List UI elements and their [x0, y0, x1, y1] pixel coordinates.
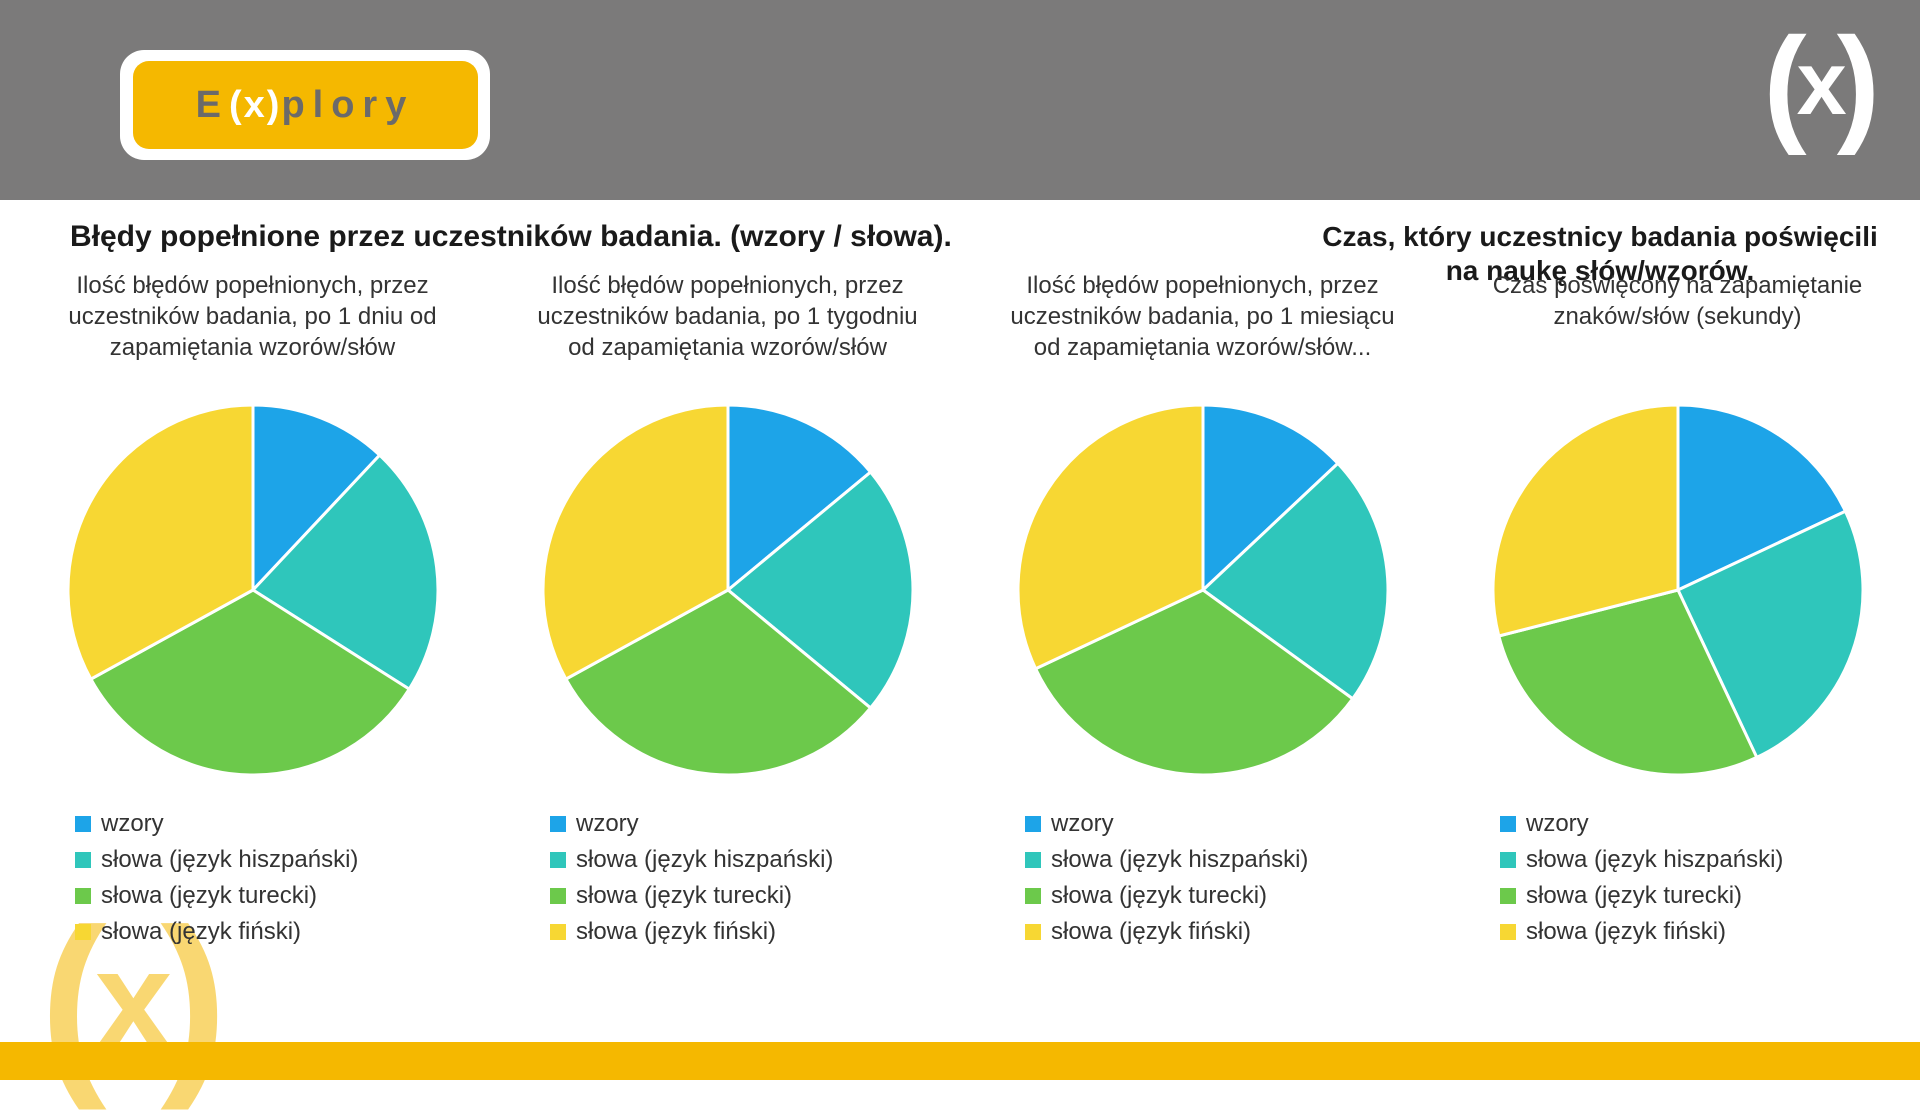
legend-label: wzory	[576, 810, 639, 838]
legend-swatch	[1500, 816, 1516, 832]
logo-text-post: plory	[281, 84, 414, 127]
legend-swatch	[1500, 924, 1516, 940]
logo-text-pre: E	[196, 84, 229, 127]
logo-inner: E(x)plory	[133, 61, 478, 149]
legend: wzory słowa (język hiszpański) słowa (języ…	[1465, 810, 1783, 954]
section-title-left: Błędy popełnione przez uczestników badan…	[70, 220, 952, 254]
legend: wzory słowa (język hiszpański) słowa (języ…	[990, 810, 1308, 954]
legend-label: wzory	[101, 810, 164, 838]
legend-label: słowa (język hiszpański)	[576, 846, 833, 874]
legend-swatch	[75, 924, 91, 940]
legend-label: słowa (język turecki)	[101, 882, 317, 910]
legend-item: słowa (język hiszpański)	[1025, 846, 1308, 874]
legend-item: słowa (język fiński)	[1500, 918, 1783, 946]
logo-text-paren: (x)	[229, 84, 281, 127]
legend-item: słowa (język turecki)	[1025, 882, 1308, 910]
chart-subtitle: Czas poświęcony na zapamiętanie znaków/s…	[1465, 270, 1890, 400]
legend-item: słowa (język fiński)	[550, 918, 833, 946]
legend-label: słowa (język hiszpański)	[1526, 846, 1783, 874]
legend-item: słowa (język hiszpański)	[1500, 846, 1783, 874]
legend-swatch	[1500, 888, 1516, 904]
legend-item: wzory	[1500, 810, 1783, 838]
legend-item: wzory	[75, 810, 358, 838]
legend-item: słowa (język turecki)	[75, 882, 358, 910]
legend-label: słowa (język fiński)	[1526, 918, 1726, 946]
pie-chart	[1488, 400, 1868, 780]
chart-subtitle: Ilość błędów popełnionych, przez uczestn…	[990, 270, 1415, 400]
legend-item: wzory	[550, 810, 833, 838]
legend-swatch	[550, 924, 566, 940]
legend: wzory słowa (język hiszpański) słowa (języ…	[40, 810, 358, 954]
pie-chart	[538, 400, 918, 780]
chart-column: Ilość błędów popełnionych, przez uczestn…	[40, 270, 465, 954]
chart-column: Ilość błędów popełnionych, przez uczestn…	[515, 270, 940, 954]
header-mark-icon: (x)	[1763, 8, 1870, 158]
legend-swatch	[75, 852, 91, 868]
legend-label: słowa (język turecki)	[1051, 882, 1267, 910]
legend-item: słowa (język hiszpański)	[75, 846, 358, 874]
legend-label: słowa (język fiński)	[1051, 918, 1251, 946]
legend: wzory słowa (język hiszpański) słowa (języ…	[515, 810, 833, 954]
legend-label: słowa (język turecki)	[576, 882, 792, 910]
legend-swatch	[550, 888, 566, 904]
chart-column: Czas poświęcony na zapamiętanie znaków/s…	[1465, 270, 1890, 954]
legend-swatch	[550, 852, 566, 868]
chart-subtitle: Ilość błędów popełnionych, przez uczestn…	[515, 270, 940, 400]
legend-label: słowa (język turecki)	[1526, 882, 1742, 910]
charts-row: Ilość błędów popełnionych, przez uczestn…	[40, 270, 1890, 954]
legend-swatch	[1025, 924, 1041, 940]
legend-item: słowa (język fiński)	[1025, 918, 1308, 946]
legend-swatch	[550, 816, 566, 832]
logo: E(x)plory	[120, 50, 490, 160]
pie-chart	[63, 400, 443, 780]
chart-column: Ilość błędów popełnionych, przez uczestn…	[990, 270, 1415, 954]
pie-chart	[1013, 400, 1393, 780]
legend-swatch	[75, 888, 91, 904]
legend-item: wzory	[1025, 810, 1308, 838]
header-bar: E(x)plory (x)	[0, 0, 1920, 200]
legend-swatch	[75, 816, 91, 832]
legend-label: słowa (język fiński)	[101, 918, 301, 946]
legend-item: słowa (język hiszpański)	[550, 846, 833, 874]
legend-swatch	[1025, 888, 1041, 904]
legend-swatch	[1500, 852, 1516, 868]
bottom-bar	[0, 1042, 1920, 1080]
legend-swatch	[1025, 852, 1041, 868]
chart-subtitle: Ilość błędów popełnionych, przez uczestn…	[40, 270, 465, 400]
legend-item: słowa (język turecki)	[550, 882, 833, 910]
legend-swatch	[1025, 816, 1041, 832]
legend-label: słowa (język hiszpański)	[101, 846, 358, 874]
legend-label: słowa (język hiszpański)	[1051, 846, 1308, 874]
legend-label: słowa (język fiński)	[576, 918, 776, 946]
legend-item: słowa (język turecki)	[1500, 882, 1783, 910]
legend-item: słowa (język fiński)	[75, 918, 358, 946]
legend-label: wzory	[1051, 810, 1114, 838]
legend-label: wzory	[1526, 810, 1589, 838]
